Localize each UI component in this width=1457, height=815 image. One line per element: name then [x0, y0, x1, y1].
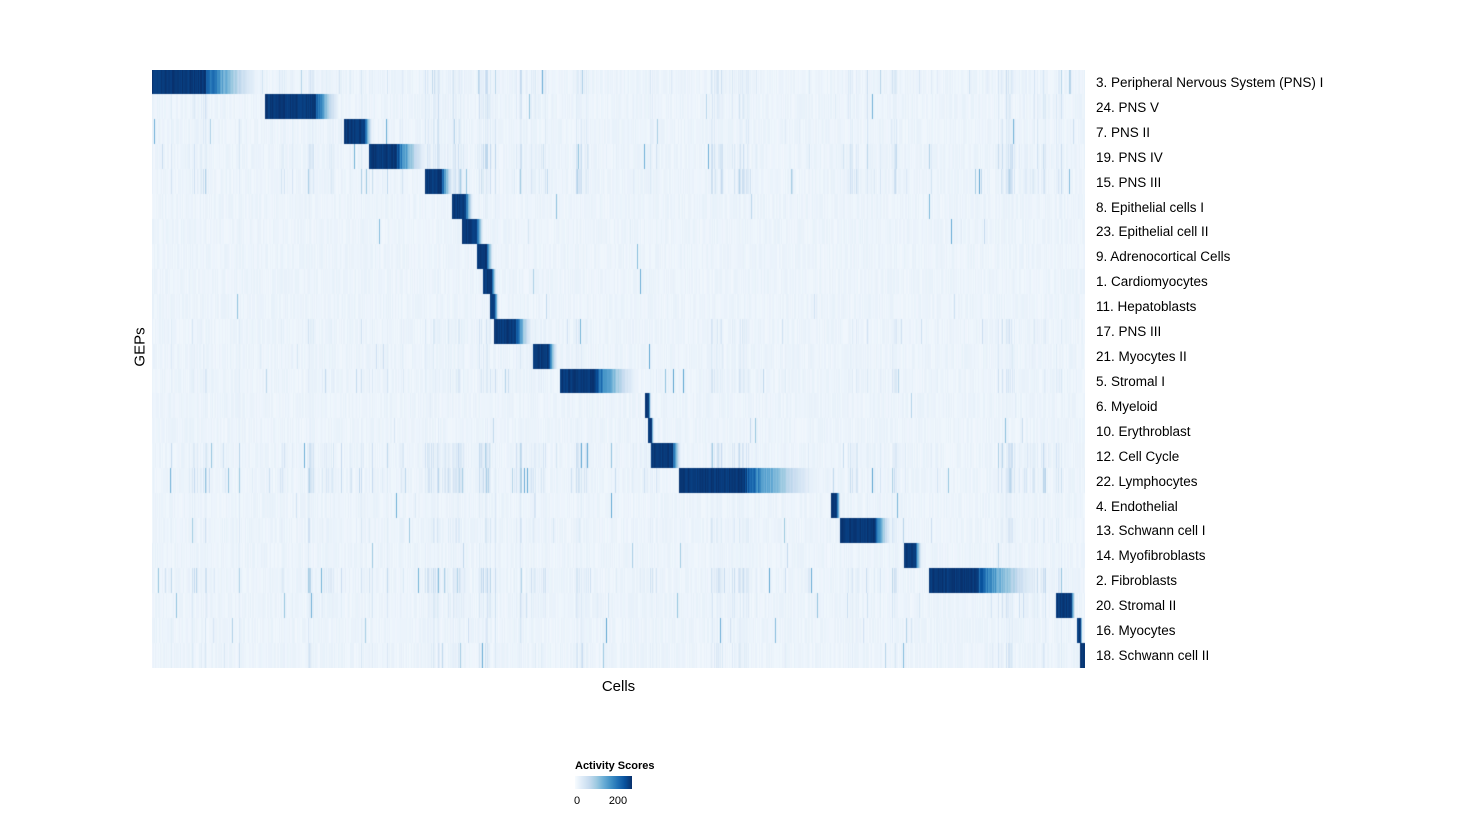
row-label: 15. PNS III — [1096, 174, 1162, 190]
heatmap-canvas — [152, 70, 1085, 668]
legend-gradient-bar — [575, 776, 632, 789]
row-label: 24. PNS V — [1096, 99, 1160, 115]
row-label: 20. Stromal II — [1096, 598, 1177, 614]
row-label: 4. Endothelial — [1096, 498, 1178, 514]
row-label: 14. Myofibroblasts — [1096, 548, 1206, 564]
row-label: 16. Myocytes — [1096, 623, 1176, 639]
row-label: 13. Schwann cell I — [1096, 523, 1206, 539]
row-label: 2. Fibroblasts — [1096, 573, 1178, 589]
row-label: 19. PNS IV — [1096, 149, 1163, 165]
row-label: 1. Cardiomyocytes — [1096, 274, 1208, 290]
row-labels: 3. Peripheral Nervous System (PNS) I 24. … — [1096, 70, 1456, 668]
y-axis-label: GEPs — [131, 327, 149, 367]
legend-title: Activity Scores — [575, 760, 655, 772]
row-label: 12. Cell Cycle — [1096, 448, 1180, 464]
row-label: 17. PNS III — [1096, 324, 1162, 340]
legend-tick-min: 0 — [573, 795, 581, 807]
row-label: 18. Schwann cell II — [1096, 648, 1210, 664]
row-label: 5. Stromal I — [1096, 373, 1166, 389]
row-label: 7. PNS II — [1096, 124, 1151, 140]
row-label: 9. Adrenocortical Cells — [1096, 249, 1231, 265]
legend-tick-max: 200 — [608, 795, 628, 807]
row-label: 23. Epithelial cell II — [1096, 224, 1209, 240]
x-axis-label: Cells — [601, 678, 636, 695]
row-label: 11. Hepatoblasts — [1096, 299, 1197, 315]
row-label: 10. Erythroblast — [1096, 423, 1191, 439]
row-label: 3. Peripheral Nervous System (PNS) I — [1096, 74, 1324, 90]
row-label: 8. Epithelial cells I — [1096, 199, 1205, 215]
row-label: 6. Myeloid — [1096, 398, 1158, 414]
row-label: 21. Myocytes II — [1096, 349, 1187, 365]
row-label: 22. Lymphocytes — [1096, 473, 1198, 489]
